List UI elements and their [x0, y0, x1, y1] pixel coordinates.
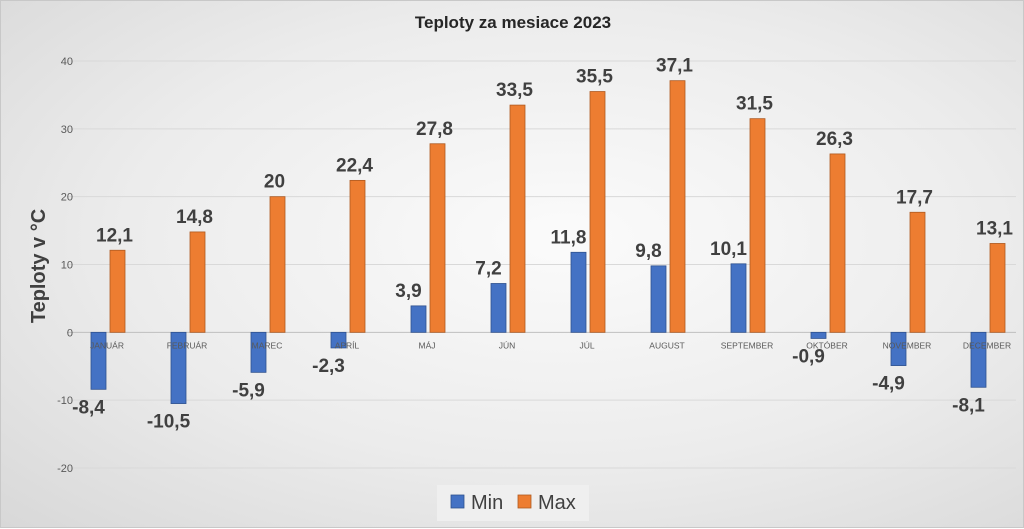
- y-tick-label: 0: [67, 327, 73, 339]
- data-label-min: 9,8: [635, 241, 661, 262]
- y-axis-label: Teploty v °C: [28, 209, 50, 323]
- bar-min: [330, 331, 347, 349]
- data-label-max: 35,5: [576, 67, 613, 88]
- bar-max: [429, 143, 446, 333]
- bar-max: [109, 249, 126, 333]
- bar-max: [589, 91, 606, 333]
- bar-min: [250, 331, 267, 373]
- data-label-max: 14,8: [176, 207, 213, 228]
- data-label-min: 10,1: [710, 239, 747, 260]
- y-tick-label: 20: [61, 192, 73, 204]
- x-tick-label: MAREC: [252, 340, 283, 350]
- bar-min: [410, 305, 427, 333]
- legend-swatch-min: [450, 494, 465, 509]
- bar-min: [650, 265, 667, 333]
- x-tick-label: NOVEMBER: [883, 340, 932, 350]
- y-tick-label: -10: [57, 395, 73, 407]
- data-label-max: 26,3: [816, 129, 853, 150]
- data-label-max: 12,1: [96, 225, 133, 246]
- y-tick-label: -20: [57, 463, 73, 475]
- bars: [90, 80, 1006, 404]
- x-tick-label: AUGUST: [649, 340, 684, 350]
- bar-max: [349, 179, 366, 333]
- x-tick-label: SEPTEMBER: [721, 340, 773, 350]
- data-label-min: -5,9: [232, 380, 265, 401]
- bar-max: [749, 118, 766, 333]
- bar-min: [810, 331, 827, 339]
- chart-title: Teploty za mesiace 2023: [415, 13, 611, 32]
- data-label-max: 27,8: [416, 119, 453, 140]
- y-tick-label: 10: [61, 260, 73, 272]
- bar-max: [909, 211, 926, 333]
- bar-min: [730, 263, 747, 333]
- bar-min: [890, 331, 907, 366]
- data-label-max: 31,5: [736, 94, 773, 115]
- data-label-min: -4,9: [872, 374, 905, 395]
- bar-max: [829, 153, 846, 333]
- data-label-max: 17,7: [896, 187, 933, 208]
- bar-min: [570, 251, 587, 333]
- data-label-min: -2,3: [312, 356, 345, 377]
- x-tick-label: MÁJ: [419, 340, 436, 350]
- data-label-min: -8,4: [72, 397, 105, 418]
- data-label-max: 37,1: [656, 56, 693, 77]
- bar-min: [90, 331, 107, 390]
- data-label-min: 11,8: [551, 227, 587, 248]
- legend: Min Max: [437, 485, 589, 521]
- legend-label-max: Max: [538, 492, 576, 514]
- y-tick-label: 30: [61, 124, 73, 136]
- data-label-max: 20: [264, 172, 285, 193]
- bar-max: [189, 231, 206, 333]
- x-tick-label: FEBRUÁR: [167, 340, 208, 350]
- legend-swatch-max: [517, 494, 532, 509]
- data-label-min: -8,1: [952, 395, 985, 416]
- x-tick-label: JANUÁR: [90, 340, 124, 350]
- data-label-min: 3,9: [395, 281, 421, 302]
- data-label-max: 13,1: [976, 218, 1013, 239]
- x-tick-label: DECEMBER: [963, 340, 1011, 350]
- data-label-max: 22,4: [336, 155, 373, 176]
- bar-max: [989, 243, 1006, 333]
- data-label-min: -10,5: [147, 412, 191, 433]
- gridlines: [67, 60, 1016, 469]
- bar-max: [669, 80, 686, 333]
- bar-min: [490, 283, 507, 333]
- x-tick-label: JÚN: [499, 340, 516, 350]
- legend-label-min: Min: [471, 492, 503, 514]
- bar-min: [970, 331, 987, 388]
- bar-min: [170, 331, 187, 404]
- data-label-max: 33,5: [496, 80, 533, 101]
- bar-max: [509, 104, 526, 333]
- x-tick-label: OKTÓBER: [806, 340, 848, 350]
- data-label-min: 7,2: [475, 258, 501, 279]
- y-tick-label: 40: [61, 56, 73, 68]
- data-label-min: -0,9: [792, 346, 825, 367]
- x-tick-label: JÚL: [579, 340, 594, 350]
- bar-max: [269, 196, 286, 333]
- x-axis-ticks: JANUÁR FEBRUÁR MAREC APRÍL MÁJ JÚN JÚL AUGUST SE…: [90, 340, 1011, 350]
- x-tick-label: APRÍL: [335, 340, 360, 350]
- y-axis-ticks: -20 -10 0 10 20 30 40: [57, 56, 73, 475]
- data-labels: -8,4 12,1 -10,5 14,8 -5,9 20 -2,3 22,4 3,9 27,8 7,…: [72, 56, 1013, 433]
